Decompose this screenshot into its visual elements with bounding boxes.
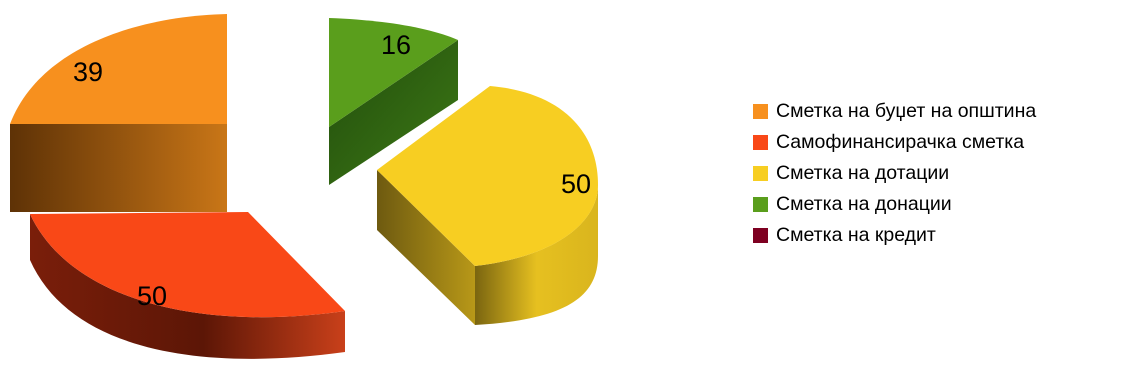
pie-slice-side [10, 124, 227, 212]
pie-slice-side [30, 214, 345, 359]
pie-slice-side [475, 185, 598, 325]
legend-label: Сметка на дотации [776, 162, 950, 184]
legend-label: Сметка на кредит [776, 224, 936, 246]
legend-item: Самофинансирачка сметка [753, 127, 1036, 158]
pie-slice-top [10, 14, 227, 124]
data-label: 39 [73, 57, 103, 87]
legend-swatch [753, 228, 768, 243]
legend-swatch [753, 135, 768, 150]
pie-slice-top [329, 18, 458, 127]
data-label: 16 [381, 30, 411, 60]
pie-slice [30, 212, 345, 359]
legend-item: Сметка на донации [753, 189, 1036, 220]
legend-item: Сметка на дотации [753, 158, 1036, 189]
legend-swatch [753, 197, 768, 212]
pie-slice [377, 86, 598, 325]
legend-item: Сметка на буџет на општина [753, 96, 1036, 127]
data-label: 50 [137, 281, 167, 311]
legend-swatch [753, 166, 768, 181]
pie-slice-cut-face [377, 170, 475, 325]
pie-slice-top [377, 86, 598, 266]
legend-item: Сметка на кредит [753, 220, 1036, 251]
legend: Сметка на буџет на општина Самофинансира… [753, 96, 1036, 251]
data-label: 50 [561, 169, 591, 199]
legend-label: Сметка на донации [776, 193, 952, 215]
pie-slice [329, 18, 458, 185]
pie-slice [10, 14, 227, 212]
legend-label: Сметка на буџет на општина [776, 100, 1037, 122]
pie-slice-top [30, 212, 345, 318]
legend-swatch [753, 104, 768, 119]
legend-label: Самофинансирачка сметка [776, 131, 1025, 153]
pie-slice-side [329, 40, 458, 185]
